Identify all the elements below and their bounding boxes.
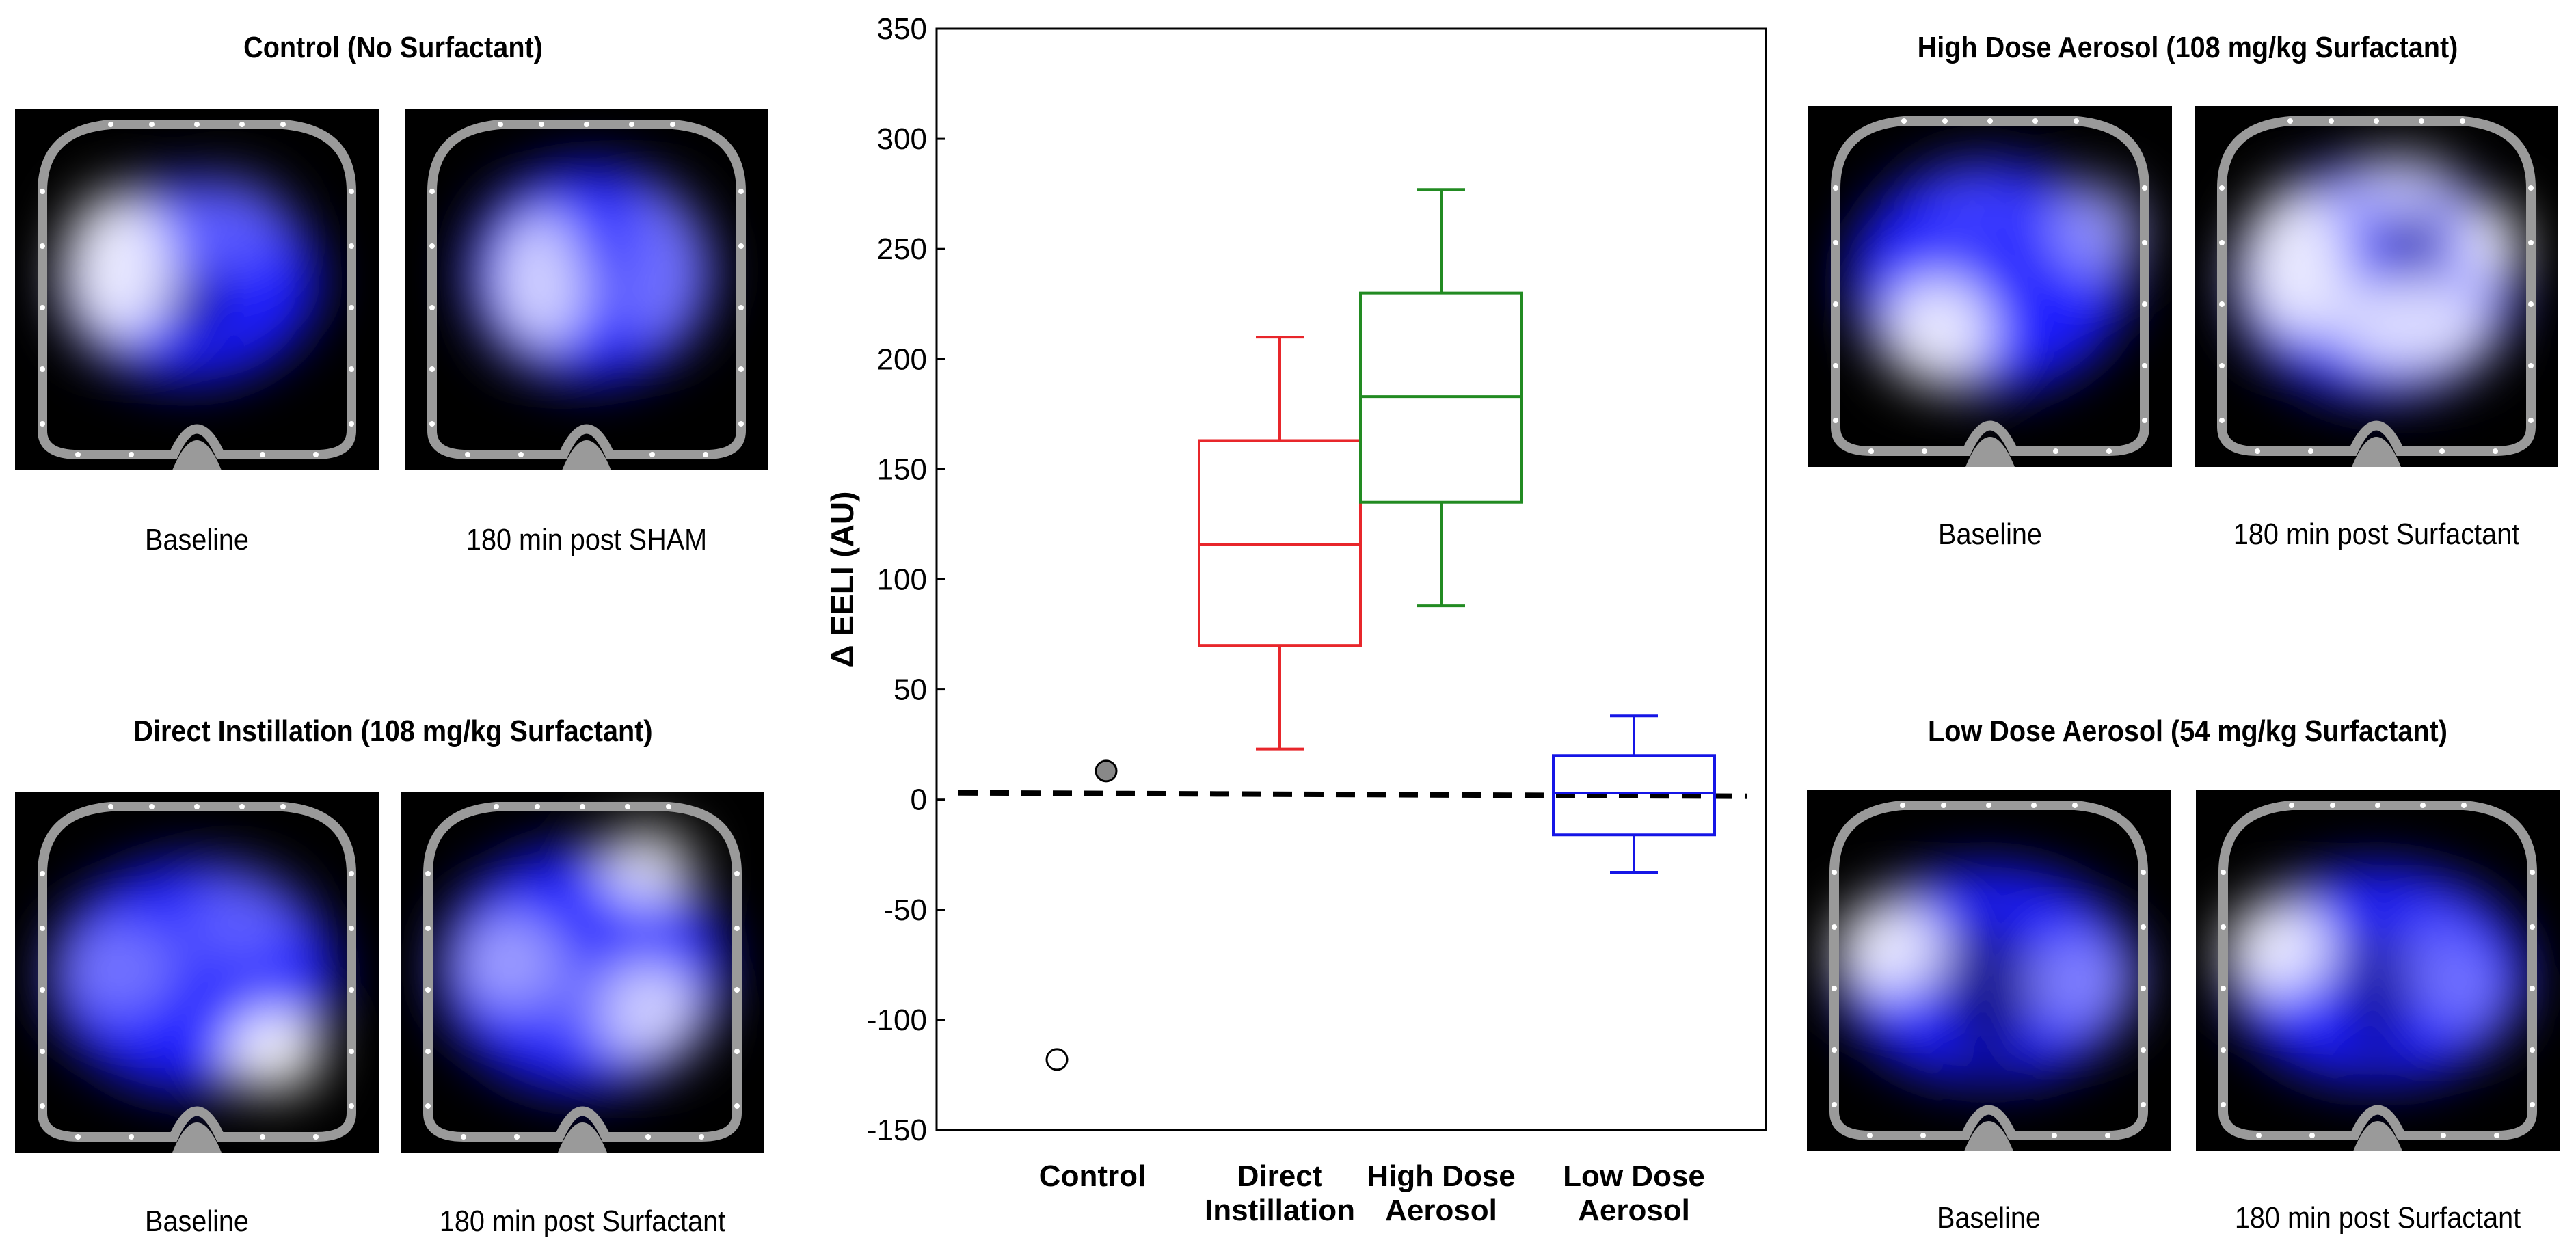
x-tick-label: Direct	[1237, 1159, 1323, 1193]
plot-frame	[935, 27, 1767, 1131]
direct-baseline-label: Baseline	[145, 1205, 249, 1238]
y-tick-label: -100	[867, 1004, 927, 1037]
low-baseline-scan	[1807, 790, 2171, 1151]
high-panel-title: High Dose Aerosol (108 mg/kg Surfactant)	[1917, 31, 2458, 64]
box-high-dose-aerosol	[1359, 188, 1523, 608]
x-tick-label: Instillation	[1205, 1194, 1355, 1227]
x-tick-label: Aerosol	[1578, 1194, 1690, 1227]
direct-post-scan	[401, 792, 764, 1153]
x-tick-label: Aerosol	[1385, 1194, 1497, 1227]
y-tick-label: 250	[877, 232, 927, 266]
high-baseline-label: Baseline	[1938, 517, 2042, 551]
y-tick-label: 100	[877, 563, 927, 597]
control-baseline-scan	[15, 109, 379, 470]
low-post-scan	[2196, 790, 2560, 1151]
y-tick-label: 300	[877, 122, 927, 156]
y-tick-label: 50	[894, 673, 927, 707]
zero-reference-line	[958, 790, 1747, 799]
box-low-dose-aerosol	[1552, 714, 1716, 874]
control-panel-title: Control (No Surfactant)	[243, 31, 543, 64]
x-tick-label: Control	[1039, 1159, 1146, 1193]
high-post-scan	[2195, 106, 2558, 467]
low-panel-title: Low Dose Aerosol (54 mg/kg Surfactant)	[1928, 714, 2447, 748]
direct-panel-title: Direct Instillation (108 mg/kg Surfactan…	[133, 714, 653, 748]
box-iqr	[1359, 291, 1523, 504]
high-baseline-scan	[1808, 106, 2172, 467]
y-tick-label: 150	[877, 453, 927, 486]
high-post-label: 180 min post Surfactant	[2233, 517, 2520, 551]
y-tick-label: -50	[883, 893, 927, 927]
control-post-label: 180 min post SHAM	[466, 523, 708, 556]
y-axis-label: Δ EELI (AU)	[824, 492, 860, 668]
y-tick-label: 350	[877, 12, 927, 46]
control-baseline-label: Baseline	[145, 523, 249, 556]
y-tick-label: 0	[911, 783, 927, 817]
y-tick-label: -150	[867, 1114, 927, 1147]
low-baseline-label: Baseline	[1937, 1201, 2041, 1235]
control-point	[1095, 759, 1118, 783]
direct-post-label: 180 min post Surfactant	[439, 1205, 726, 1238]
box-direct-instillation	[1198, 336, 1362, 751]
box-iqr	[1198, 439, 1362, 647]
low-post-label: 180 min post Surfactant	[2234, 1201, 2521, 1235]
x-tick-label: High Dose	[1367, 1159, 1516, 1193]
control-point	[1045, 1048, 1069, 1071]
y-tick-label: 200	[877, 342, 927, 376]
box-iqr	[1552, 754, 1716, 837]
direct-baseline-scan	[15, 792, 379, 1153]
x-tick-label: Low Dose	[1563, 1159, 1705, 1193]
control-post-sham-scan	[405, 109, 768, 470]
